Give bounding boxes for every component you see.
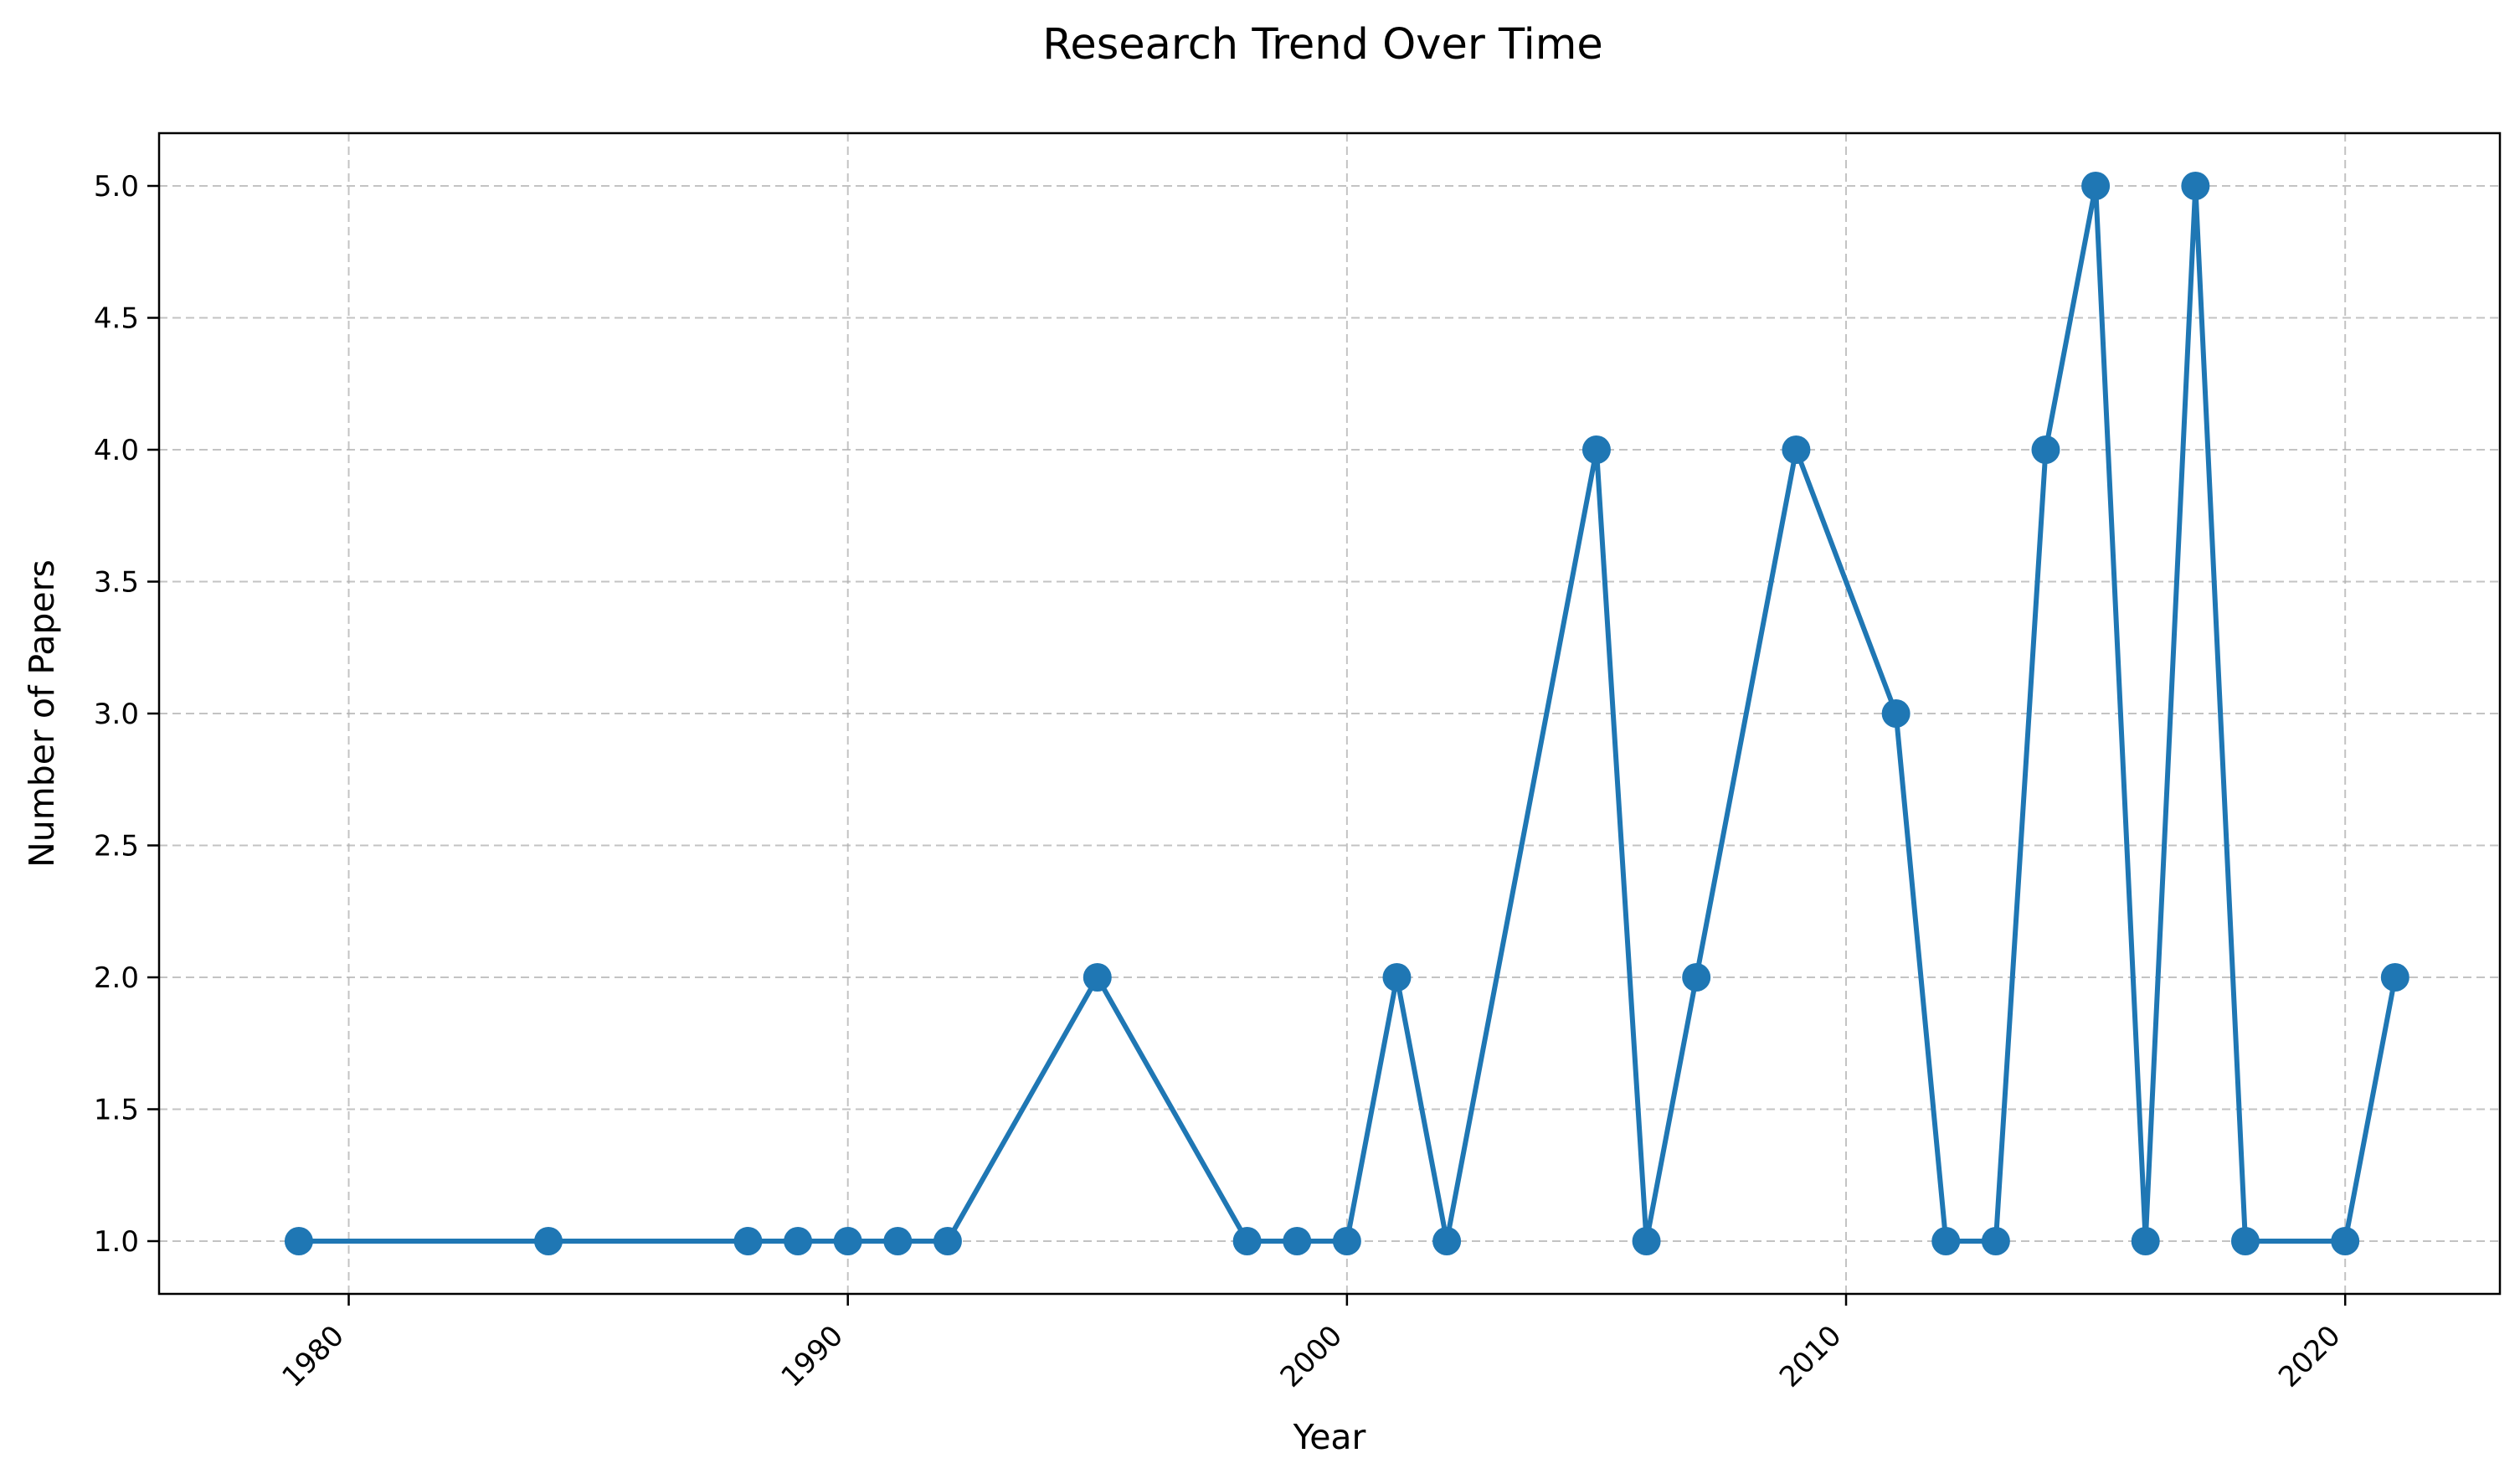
data-point: [2380, 963, 2409, 992]
data-point: [883, 1227, 913, 1255]
data-point: [2031, 435, 2060, 464]
x-tick-label: 2010: [1773, 1319, 1848, 1394]
data-point: [833, 1227, 862, 1255]
data-point: [784, 1227, 813, 1255]
axis-ticks: 1980 1990 2000 2010 2020 1.0 1.5 2.0 2.5 3.0 3.5 4.…: [94, 170, 2348, 1394]
y-tick-label: 1.0: [94, 1225, 139, 1259]
data-point: [1283, 1227, 1312, 1255]
data-point: [2230, 1227, 2260, 1255]
data-point: [1881, 699, 1911, 728]
data-point: [1632, 1227, 1661, 1255]
data-point: [933, 1227, 962, 1255]
y-tick-label: 1.5: [94, 1094, 139, 1127]
y-tick-label: 5.0: [94, 170, 139, 204]
data-point: [534, 1227, 563, 1255]
data-point: [1382, 963, 1412, 992]
data-point: [2181, 172, 2210, 200]
data-point: [2131, 1227, 2160, 1255]
x-tick-label: 1990: [775, 1319, 850, 1394]
data-point: [1232, 1227, 1262, 1255]
y-tick-label: 4.5: [94, 302, 139, 336]
x-tick-label: 1980: [275, 1319, 350, 1394]
x-tick-label: 2000: [1274, 1319, 1349, 1394]
data-point: [1581, 435, 1611, 464]
data-point: [1931, 1227, 1961, 1255]
y-tick-label: 3.5: [94, 566, 139, 600]
y-tick-label: 2.5: [94, 830, 139, 863]
y-axis-label: Number of Papers: [22, 559, 62, 868]
x-axis-label: Year: [1293, 1417, 1366, 1457]
data-point: [733, 1227, 763, 1255]
data-point: [284, 1227, 313, 1255]
y-tick-label: 2.0: [94, 961, 139, 995]
y-tick-label: 4.0: [94, 434, 139, 467]
data-point: [1332, 1227, 1361, 1255]
data-point: [1981, 1227, 2010, 1255]
chart-title: Research Trend Over Time: [1042, 20, 1603, 70]
data-point: [2331, 1227, 2360, 1255]
series-layer: [284, 172, 2409, 1255]
data-point: [2081, 172, 2111, 200]
x-tick-label: 2020: [2272, 1319, 2347, 1394]
y-tick-label: 3.0: [94, 698, 139, 731]
data-point: [1782, 435, 1811, 464]
data-point: [1432, 1227, 1462, 1255]
data-point: [1682, 963, 1711, 992]
data-point: [1083, 963, 1112, 992]
